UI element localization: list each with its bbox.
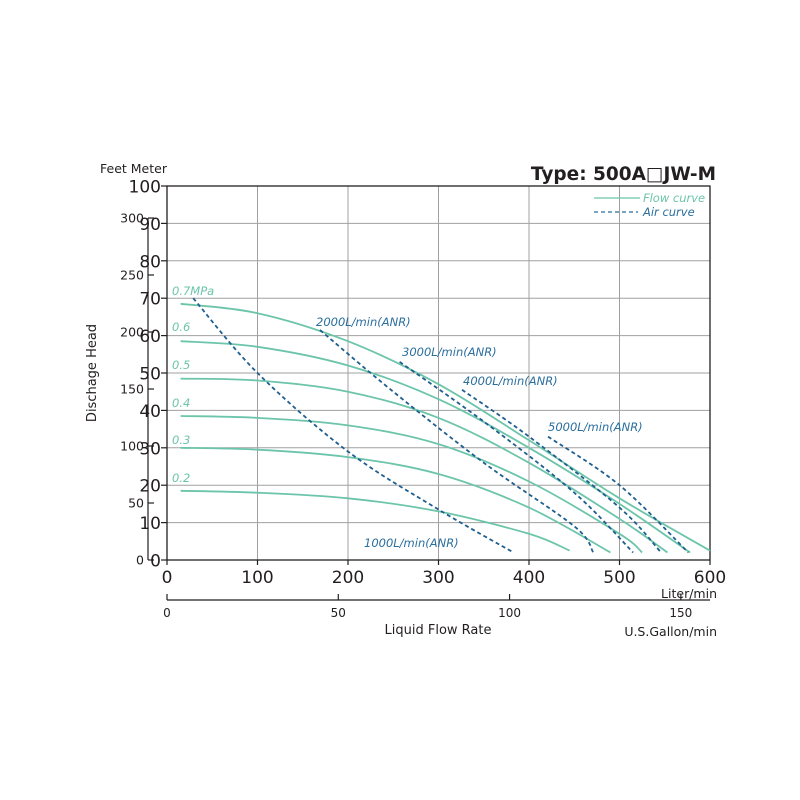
air-curve xyxy=(547,435,689,554)
meter-tick-label: 0 xyxy=(150,552,161,572)
air-curves xyxy=(192,297,689,554)
feet-axis: 0 50 100 150 200 250 300 xyxy=(120,211,154,568)
liter-axis: 0 100 200 300 400 500 600 xyxy=(162,560,726,588)
feet-tick-label: 100 xyxy=(120,439,144,454)
liter-tick-label: 600 xyxy=(694,568,726,588)
x-axis-label: Liquid Flow Rate xyxy=(385,623,492,638)
liter-tick-label: 100 xyxy=(241,568,273,588)
meter-tick-label: 10 xyxy=(139,514,161,534)
curve-labels: 0.7MPa 0.6 0.5 0.4 0.3 0.2 1000L/min(ANR) 2000L… xyxy=(172,284,643,550)
air-curve-label: 1000L/min(ANR) xyxy=(364,536,459,550)
gallon-tick-label: 100 xyxy=(498,606,521,620)
flow-curve xyxy=(180,302,711,552)
air-curve-label: 3000L/min(ANR) xyxy=(402,345,497,359)
air-curve-label: 5000L/min(ANR) xyxy=(548,420,643,434)
feet-tick-label: 150 xyxy=(120,382,144,397)
flow-curve xyxy=(180,446,611,554)
liter-tick-label: 200 xyxy=(332,568,364,588)
flow-curve xyxy=(180,415,643,554)
feet-tick-label: 200 xyxy=(120,325,144,340)
meter-tick-label: 60 xyxy=(139,327,161,347)
feet-tick-label: 50 xyxy=(128,496,144,511)
air-legend-label: Air curve xyxy=(642,205,695,219)
y-axis-label: Dischage Head xyxy=(85,324,100,422)
air-curve xyxy=(319,329,595,554)
flow-curve xyxy=(180,340,691,554)
x-unit-primary: Liter/min xyxy=(661,586,717,601)
meter-tick-label: 80 xyxy=(139,252,161,272)
liter-tick-label: 300 xyxy=(422,568,454,588)
x-unit-secondary: U.S.Gallon/min xyxy=(624,624,717,639)
chart-title: Type: 500A□JW-M xyxy=(531,164,716,185)
flow-curves xyxy=(180,302,711,554)
gallon-tick-label: 50 xyxy=(331,606,346,620)
feet-tick-label: 0 xyxy=(136,553,144,568)
flow-curve-label: 0.7MPa xyxy=(172,284,214,298)
flow-curve-label: 0.4 xyxy=(172,396,190,410)
air-curve xyxy=(461,389,662,554)
flow-curve-label: 0.6 xyxy=(172,320,190,334)
meter-axis: 0 10 20 30 40 50 60 70 80 90 100 xyxy=(129,178,167,572)
meter-tick-label: 100 xyxy=(129,178,161,198)
liter-tick-label: 400 xyxy=(513,568,545,588)
liter-tick-label: 500 xyxy=(603,568,635,588)
flow-curve xyxy=(180,377,669,554)
flow-curve-label: 0.2 xyxy=(172,471,190,485)
meter-tick-label: 70 xyxy=(139,290,161,310)
liter-tick-label: 0 xyxy=(162,568,173,588)
air-curve xyxy=(192,297,515,554)
flow-curve xyxy=(180,489,571,552)
meter-tick-label: 40 xyxy=(139,402,161,422)
meter-tick-label: 90 xyxy=(139,215,161,235)
meter-tick-label: 30 xyxy=(139,439,161,459)
air-curve-label: 2000L/min(ANR) xyxy=(316,315,411,329)
meter-tick-label: 50 xyxy=(139,365,161,385)
left-units-label: Feet Meter xyxy=(100,161,168,176)
feet-tick-label: 250 xyxy=(120,268,144,283)
gallon-tick-label: 0 xyxy=(163,606,171,620)
flow-curve-label: 0.5 xyxy=(172,358,190,372)
meter-tick-label: 20 xyxy=(139,477,161,497)
legend: Flow curve Air curve xyxy=(594,191,705,219)
feet-tick-label: 300 xyxy=(120,211,144,226)
air-curve xyxy=(399,361,634,554)
flow-legend-label: Flow curve xyxy=(643,191,705,205)
gallon-axis: 0 50 100 150 xyxy=(163,594,710,620)
flow-curve-label: 0.3 xyxy=(172,433,190,447)
air-curve-label: 4000L/min(ANR) xyxy=(463,374,558,388)
gallon-tick-label: 150 xyxy=(669,606,692,620)
